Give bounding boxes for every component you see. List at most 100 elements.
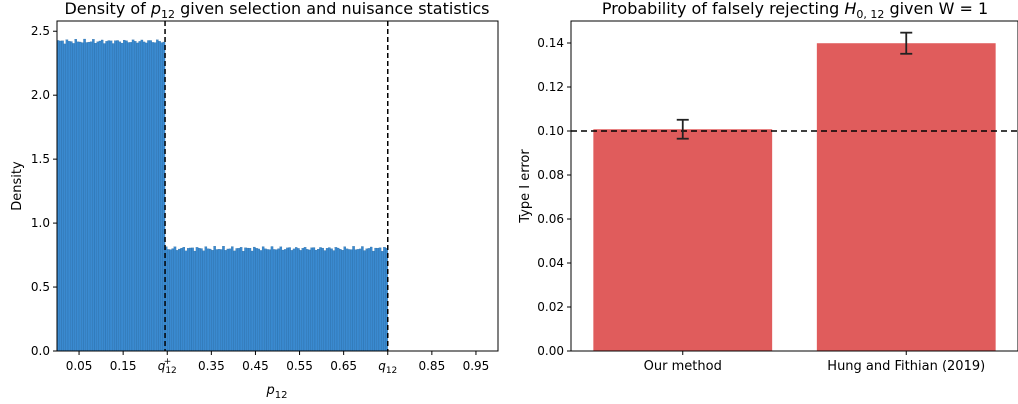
histogram-bin — [92, 39, 95, 352]
histogram-bin — [356, 249, 360, 352]
histogram-bin — [120, 42, 124, 352]
histogram-bin — [290, 250, 294, 352]
y-tick-label: 2.5 — [31, 24, 50, 38]
histogram-bin — [272, 249, 276, 352]
histogram-bin — [270, 246, 274, 352]
histogram-bin — [224, 250, 227, 352]
histogram-bin — [197, 248, 201, 352]
histogram-bin — [180, 248, 183, 352]
confidence-interval-whiskers — [676, 31, 913, 140]
histogram-bin — [261, 246, 265, 352]
histogram-bin — [253, 246, 256, 352]
histogram-bin — [96, 41, 100, 352]
histogram-bin — [299, 250, 302, 352]
y-tick-label: 0.06 — [537, 212, 564, 226]
histogram-bin — [345, 248, 349, 352]
error-chart-plot-frame — [570, 20, 1018, 352]
histogram-bin — [173, 246, 177, 352]
histogram-bin — [85, 42, 88, 352]
histogram-bin — [59, 40, 62, 352]
histogram-bin — [378, 247, 382, 352]
histogram-bin — [248, 248, 252, 352]
histogram-bin — [204, 246, 208, 352]
histogram-bin — [129, 42, 133, 352]
histogram-bin — [336, 247, 340, 352]
histogram-bin — [281, 249, 285, 352]
histogram-bin — [268, 249, 272, 352]
histogram-bin — [361, 246, 364, 352]
histogram-bin — [217, 249, 221, 352]
histogram-bin — [186, 248, 190, 352]
histogram-bin — [275, 249, 278, 352]
histogram-bin — [365, 248, 369, 352]
histogram-bin — [235, 248, 238, 352]
histogram-bin — [308, 249, 311, 352]
histogram-bin — [103, 43, 106, 352]
histogram-bin — [323, 250, 327, 352]
histogram-bin — [325, 248, 329, 352]
y-tick-label: 2.0 — [31, 88, 50, 102]
histogram-x-ticks: 0.05 0.15 q12+ 0.35 0.45 0.55 0.65 q12 0.85 0.95 — [66, 351, 489, 376]
x-tick-label: 0.45 — [242, 359, 269, 373]
histogram-bin — [374, 247, 377, 352]
y-tick-label: 1.0 — [31, 216, 50, 230]
histogram-bin — [321, 247, 324, 352]
histogram-bin — [131, 39, 135, 352]
histogram-bin — [127, 42, 130, 352]
error-rate-bar — [593, 129, 773, 351]
histogram-bin — [114, 40, 117, 352]
histogram-bin — [125, 40, 128, 352]
y-tick-label: 0.04 — [537, 256, 564, 270]
histogram-bin — [61, 40, 64, 352]
histogram-bin — [215, 249, 219, 352]
x-tick-label: 0.35 — [198, 359, 225, 373]
histogram-bin — [239, 247, 243, 352]
histogram-bin — [140, 39, 144, 352]
histogram-bin — [67, 41, 71, 352]
histogram-bin — [145, 42, 148, 352]
histogram-bin — [184, 250, 188, 352]
histogram-bin — [244, 247, 247, 352]
histogram-bin — [191, 247, 194, 352]
histogram-bin — [200, 248, 203, 352]
histogram-bin — [372, 250, 375, 352]
histogram-bin — [233, 250, 236, 352]
histogram-bin — [334, 247, 338, 352]
histogram-bin — [134, 41, 137, 352]
histogram-y-axis-label: Density — [10, 161, 25, 211]
x-tick-label: 0.85 — [418, 359, 445, 373]
histogram-x-axis-label: p12 — [266, 383, 288, 401]
histogram-bin — [297, 248, 300, 352]
error-chart-y-axis-label: Type I error — [518, 149, 533, 224]
histogram-bin — [314, 249, 318, 352]
histogram-bin — [78, 41, 82, 352]
error-chart-title: Probability of falsely rejecting H0, 12 … — [602, 0, 988, 21]
histogram-bin — [220, 249, 223, 352]
x-tick-label: q12+ — [158, 357, 177, 376]
histogram-bin — [160, 42, 163, 352]
histogram-bin — [369, 246, 373, 352]
histogram-bin — [105, 41, 108, 352]
histogram-bin — [339, 249, 342, 352]
histogram-bin — [175, 250, 179, 352]
histogram-bin — [70, 41, 73, 352]
histogram-bin — [231, 246, 234, 352]
histogram-bin — [301, 248, 305, 352]
histogram-bin — [116, 40, 119, 352]
histogram-bin — [222, 246, 225, 352]
y-tick-label: 0.5 — [31, 280, 50, 294]
histogram-bin — [87, 41, 91, 352]
histogram-bin — [193, 250, 197, 352]
histogram-bin — [206, 248, 210, 352]
histogram-bin — [153, 42, 157, 352]
y-tick-label: 0.08 — [537, 168, 564, 182]
histogram-bin — [76, 41, 80, 352]
histogram-bin — [279, 246, 283, 352]
histogram-bin — [213, 246, 216, 352]
histogram-bin — [156, 39, 159, 352]
histogram-bin — [167, 249, 170, 352]
histogram-bin — [358, 248, 362, 352]
histogram-bin — [109, 40, 113, 352]
histogram-bin — [264, 248, 267, 352]
histogram-bin — [332, 250, 335, 352]
